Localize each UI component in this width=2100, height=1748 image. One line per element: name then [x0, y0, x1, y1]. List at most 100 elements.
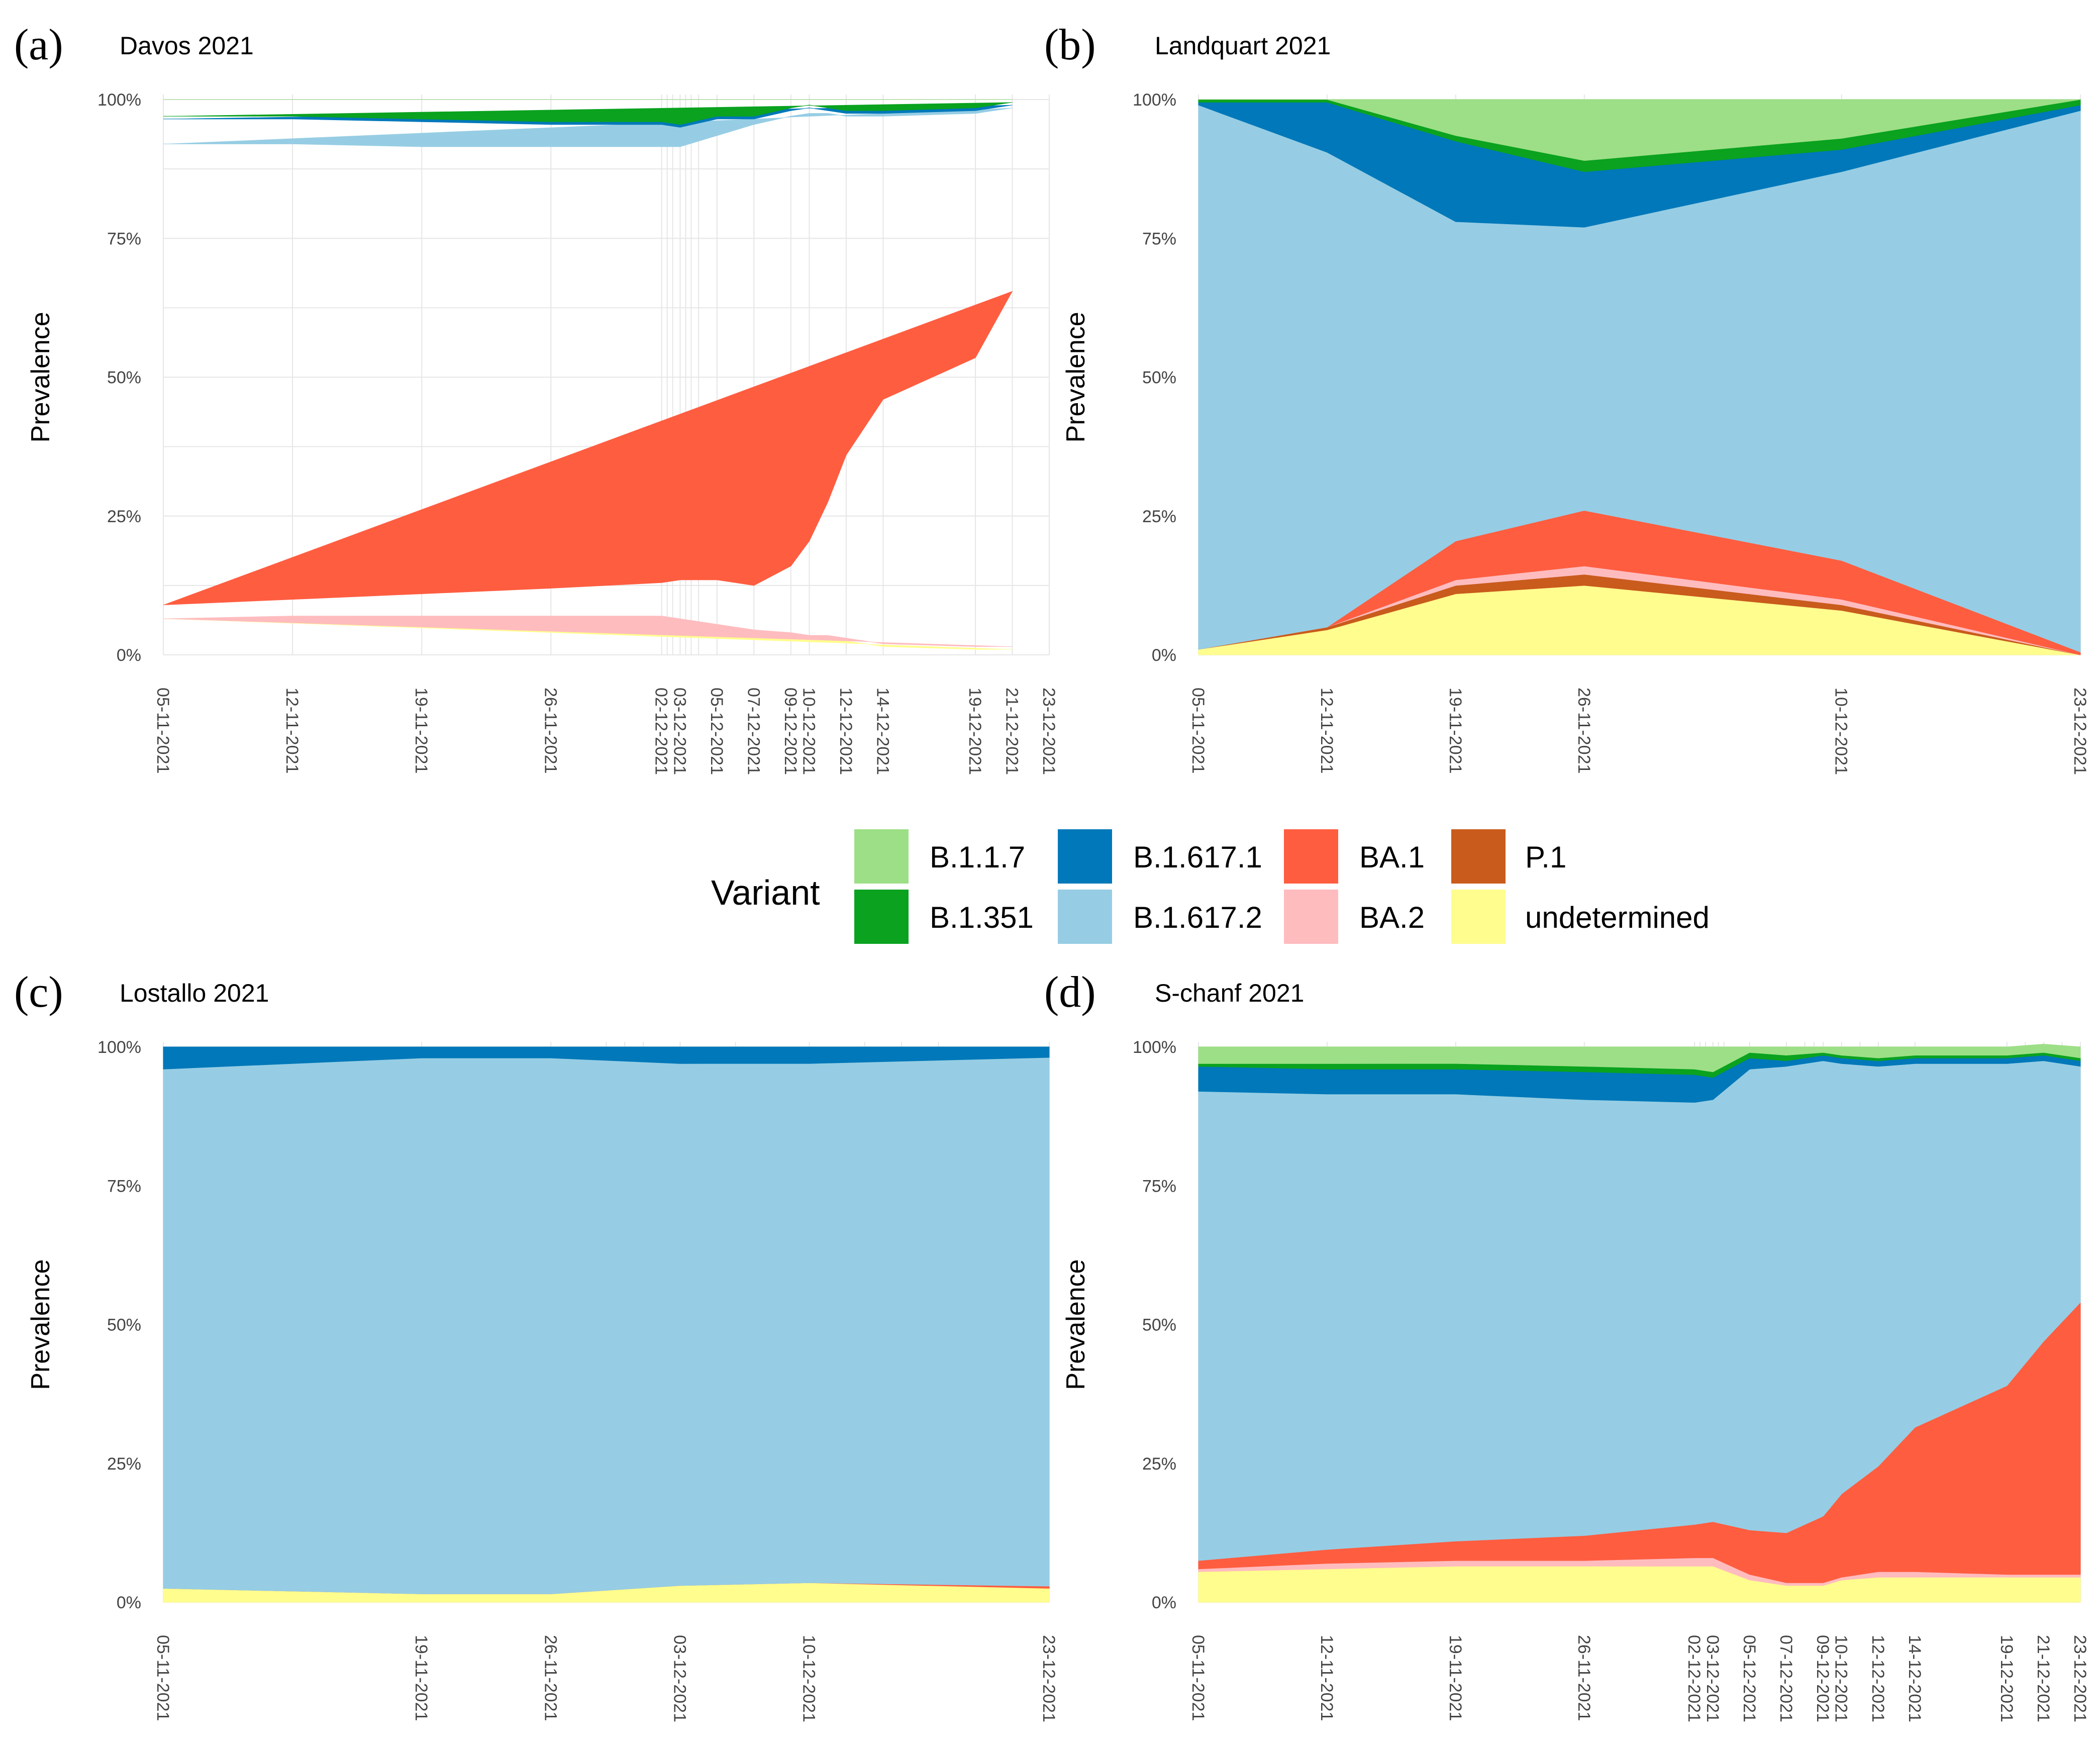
panel-b-title: Landquart 2021 — [1155, 32, 1331, 60]
panel-b-xtick-label: 05-11-2021 — [1188, 688, 1208, 773]
panel-c-ylabel: Prevalence — [26, 1259, 55, 1390]
panel-c-area-b-1-617-2 — [163, 1057, 1050, 1594]
legend-item-undetermined: undetermined — [1451, 890, 1710, 944]
panel-a-xtick-label: 02-12-2021 — [652, 688, 671, 775]
panel-d-xtick-label: 05-12-2021 — [1740, 1635, 1759, 1722]
legend-label-p-1: P.1 — [1525, 840, 1566, 874]
legend-swatch-p-1 — [1451, 829, 1506, 884]
panel-b-ytick-label: 75% — [1142, 229, 1176, 248]
panel-b-xtick-label: 26-11-2021 — [1574, 688, 1593, 773]
legend-swatch-b-1-617-1 — [1058, 829, 1112, 884]
panel-b-ytick-label: 50% — [1142, 368, 1176, 387]
panel-c-xtick-label: 05-11-2021 — [153, 1635, 172, 1721]
panel-d-xtick-label: 07-12-2021 — [1776, 1635, 1795, 1722]
panel-a-ytick-label: 50% — [107, 368, 141, 387]
panel-b-areas — [1198, 99, 2081, 655]
panel-c-ytick-label: 100% — [97, 1038, 141, 1057]
panel-b-ytick-label: 100% — [1133, 90, 1176, 110]
panel-d-xtick-label: 23-12-2021 — [2070, 1635, 2089, 1722]
legend-item-b-1-351: B.1.351 — [854, 890, 1034, 944]
panel-d-ytick-label: 100% — [1133, 1038, 1176, 1057]
panel-d-xtick-label: 10-12-2021 — [1832, 1635, 1851, 1722]
panel-a-area-ba-1 — [163, 290, 1013, 605]
legend-swatch-b-1-1-7 — [854, 829, 909, 884]
legend-label-ba-1: BA.1 — [1359, 840, 1425, 874]
panel-d-xtick-label: 19-11-2021 — [1446, 1635, 1465, 1721]
panel-c-areas — [163, 1046, 1050, 1603]
panel-c-xtick-label: 03-12-2021 — [670, 1635, 689, 1722]
legend-swatch-ba-1 — [1284, 829, 1338, 884]
panel-c-letter: (c) — [14, 968, 63, 1017]
panel-b-ylabel: Prevalence — [1061, 312, 1090, 442]
legend-label-undetermined: undetermined — [1525, 901, 1710, 934]
panel-a-xtick-label: 14-12-2021 — [873, 688, 892, 775]
panel-d-xtick-label: 12-12-2021 — [1868, 1635, 1887, 1722]
panel-a-title: Davos 2021 — [120, 32, 254, 60]
panel-c-ytick-label: 0% — [117, 1593, 141, 1612]
legend-item-ba-2: BA.2 — [1284, 890, 1425, 944]
panel-d-ytick-label: 25% — [1142, 1454, 1176, 1474]
panel-a-areas — [163, 99, 1013, 650]
panel-a-area-b-1-351 — [163, 102, 1013, 125]
panel-c-ytick-label: 50% — [107, 1316, 141, 1335]
legend-item-b-1-1-7: B.1.1.7 — [854, 829, 1025, 884]
panel-a-ytick-label: 0% — [117, 646, 141, 665]
panels: (a) Davos 2021 0% 25% 50% 75% 100% Prevalence 05… — [14, 21, 2089, 1722]
legend-title: Variant — [711, 873, 820, 912]
panel-d-title: S-chanf 2021 — [1155, 979, 1304, 1007]
panel-a-xtick-label: 09-12-2021 — [781, 688, 800, 775]
panel-b-letter: (b) — [1044, 21, 1096, 69]
legend-item-b-1-617-2: B.1.617.2 — [1058, 890, 1262, 944]
panel-b-xtick-label: 23-12-2021 — [2070, 688, 2089, 775]
panel-d-ytick-label: 75% — [1142, 1177, 1176, 1196]
legend-label-ba-2: BA.2 — [1359, 901, 1425, 934]
panel-d-xtick-label: 21-12-2021 — [2034, 1635, 2053, 1722]
panel-d-ylabel: Prevalence — [1061, 1259, 1090, 1390]
legend-label-b-1-617-1: B.1.617.1 — [1133, 840, 1262, 874]
legend-item-b-1-617-1: B.1.617.1 — [1058, 829, 1262, 884]
panel-a-xtick-label: 19-12-2021 — [965, 688, 984, 775]
panel-a-ylabel: Prevalence — [26, 312, 55, 442]
panel-d-areas — [1198, 1043, 2081, 1603]
panel-a-xtick-label: 05-12-2021 — [707, 688, 726, 775]
legend-swatch-b-1-351 — [854, 890, 909, 944]
panel-a-area-b-1-617-2 — [163, 108, 1013, 147]
legend-swatch-undetermined — [1451, 890, 1506, 944]
panel-a-letter: (a) — [14, 21, 63, 69]
panel-a: (a) Davos 2021 0% 25% 50% 75% 100% Prevalence 05… — [14, 21, 1058, 775]
legend-item-p-1: P.1 — [1451, 829, 1566, 884]
panel-a-xtick-label: 19-11-2021 — [412, 688, 431, 773]
legend: Variant B.1.1.7 B.1.351 B.1.617.1 B.1.617.2 B… — [711, 829, 1710, 944]
legend-label-b-1-351: B.1.351 — [930, 901, 1034, 934]
panel-a-xtick-label: 12-12-2021 — [836, 688, 855, 775]
panel-c-xtick-label: 10-12-2021 — [799, 1635, 819, 1722]
panel-a-xtick-label: 26-11-2021 — [541, 688, 560, 773]
panel-a-xtick-label: 12-11-2021 — [282, 688, 302, 773]
panel-d-ytick-label: 50% — [1142, 1316, 1176, 1335]
legend-item-ba-1: BA.1 — [1284, 829, 1425, 884]
panel-a-xtick-label: 10-12-2021 — [799, 688, 819, 775]
legend-swatch-ba-2 — [1284, 890, 1338, 944]
panel-c-ytick-label: 25% — [107, 1454, 141, 1474]
panel-c-area-b-1-617-1 — [163, 1046, 1050, 1070]
panel-d-xtick-label: 03-12-2021 — [1703, 1635, 1722, 1722]
panel-c: (c) Lostallo 2021 0% 25% 50% 75% 100% Prevalenc… — [14, 968, 1058, 1722]
panel-d-xtick-label: 02-12-2021 — [1684, 1635, 1704, 1722]
panel-d-xtick-label: 14-12-2021 — [1905, 1635, 1924, 1722]
legend-label-b-1-1-7: B.1.1.7 — [930, 840, 1025, 874]
panel-d-xtick-label: 09-12-2021 — [1813, 1635, 1832, 1722]
panel-a-ytick-label: 75% — [107, 229, 141, 248]
panel-a-ytick-label: 25% — [107, 507, 141, 526]
panel-c-xtick-label: 23-12-2021 — [1039, 1635, 1058, 1722]
panel-a-xtick-label: 21-12-2021 — [1003, 688, 1022, 775]
panel-d: (d) S-chanf 2021 0% 25% 50% 75% 100% Prevalence… — [1044, 968, 2089, 1722]
legend-swatch-b-1-617-2 — [1058, 890, 1112, 944]
panel-a-area-ba-2 — [163, 616, 1013, 647]
panel-c-xtick-label: 26-11-2021 — [541, 1635, 560, 1721]
panel-b-xtick-label: 19-11-2021 — [1446, 688, 1465, 773]
panel-d-letter: (d) — [1044, 968, 1096, 1017]
panel-d-xtick-label: 12-11-2021 — [1317, 1635, 1336, 1721]
panel-d-ytick-label: 0% — [1152, 1593, 1176, 1612]
panel-a-ytick-label: 100% — [97, 90, 141, 110]
